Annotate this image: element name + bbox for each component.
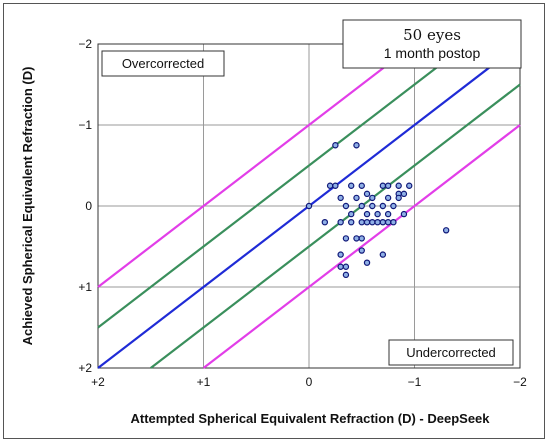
data-point — [363, 210, 371, 218]
data-point — [337, 263, 344, 270]
data-point — [353, 142, 360, 149]
data-point — [369, 194, 376, 202]
eyes-count-label: 50 eyes — [403, 26, 461, 44]
x-tick-label: +1 — [197, 375, 211, 389]
overcorrected-box: Overcorrected — [101, 50, 225, 77]
data-point — [342, 263, 350, 270]
data-point — [305, 202, 313, 210]
reference-line — [202, 124, 521, 369]
data-point — [337, 218, 344, 226]
data-point — [406, 182, 413, 189]
data-point — [363, 259, 371, 266]
x-tick-label: −2 — [513, 375, 527, 389]
data-point — [342, 235, 350, 242]
data-point — [384, 218, 392, 226]
data-point — [342, 202, 350, 210]
data-point — [342, 271, 350, 279]
plot-area — [97, 43, 521, 369]
data-point — [358, 218, 365, 226]
data-point — [321, 218, 329, 226]
data-point — [384, 182, 392, 189]
y-tick-label: +1 — [78, 280, 92, 294]
postop-label: 1 month postop — [384, 45, 481, 61]
data-point — [348, 182, 355, 189]
data-point — [337, 251, 344, 258]
reference-line — [97, 43, 416, 288]
data-point — [395, 194, 402, 202]
info-box: 50 eyes 1 month postop — [342, 19, 522, 69]
x-tick-label: −1 — [408, 375, 422, 389]
undercorrected-box: Undercorrected — [388, 339, 514, 366]
tick-labels: +2 +1 0 −1 −2 −2 −1 0 +1 +2 — [78, 37, 527, 389]
data-point — [363, 218, 371, 226]
figure-frame — [3, 3, 545, 439]
y-tick-label: −2 — [78, 37, 92, 51]
data-point — [348, 218, 355, 226]
data-point — [337, 194, 344, 202]
undercorrected-label: Undercorrected — [406, 345, 496, 360]
data-point — [358, 182, 365, 189]
y-tick-label: −1 — [78, 118, 92, 132]
data-point — [442, 227, 450, 234]
data-point — [379, 251, 387, 258]
data-point — [332, 182, 339, 189]
data-point — [379, 202, 387, 210]
data-point — [379, 218, 387, 226]
data-point — [390, 202, 397, 210]
data-point — [353, 235, 360, 242]
data-point — [326, 182, 334, 189]
data-point — [379, 182, 387, 189]
data-point — [358, 235, 365, 242]
data-point — [400, 210, 408, 218]
data-point — [374, 210, 381, 218]
data-points — [305, 142, 450, 279]
data-point — [348, 210, 355, 218]
reference-line — [97, 43, 468, 329]
y-tick-label: +2 — [78, 361, 92, 375]
x-axis-title: Attempted Spherical Equivalent Refractio… — [130, 411, 490, 426]
y-tick-label: 0 — [85, 199, 92, 213]
data-point — [395, 182, 402, 189]
data-point — [332, 142, 339, 149]
data-point — [374, 218, 381, 226]
data-point — [369, 218, 376, 226]
y-axis-title: Achieved Spherical Equivalent Refraction… — [20, 67, 35, 346]
data-point — [384, 210, 392, 218]
x-tick-label: 0 — [306, 375, 313, 389]
data-point — [390, 218, 397, 226]
data-point — [358, 247, 365, 254]
data-point — [400, 190, 408, 198]
overcorrected-label: Overcorrected — [122, 56, 204, 71]
data-point — [353, 194, 360, 202]
data-point — [369, 202, 376, 210]
data-point — [363, 190, 371, 198]
data-point — [358, 202, 365, 210]
reference-line — [150, 83, 521, 369]
data-point — [384, 194, 392, 202]
x-tick-label: +2 — [91, 375, 105, 389]
